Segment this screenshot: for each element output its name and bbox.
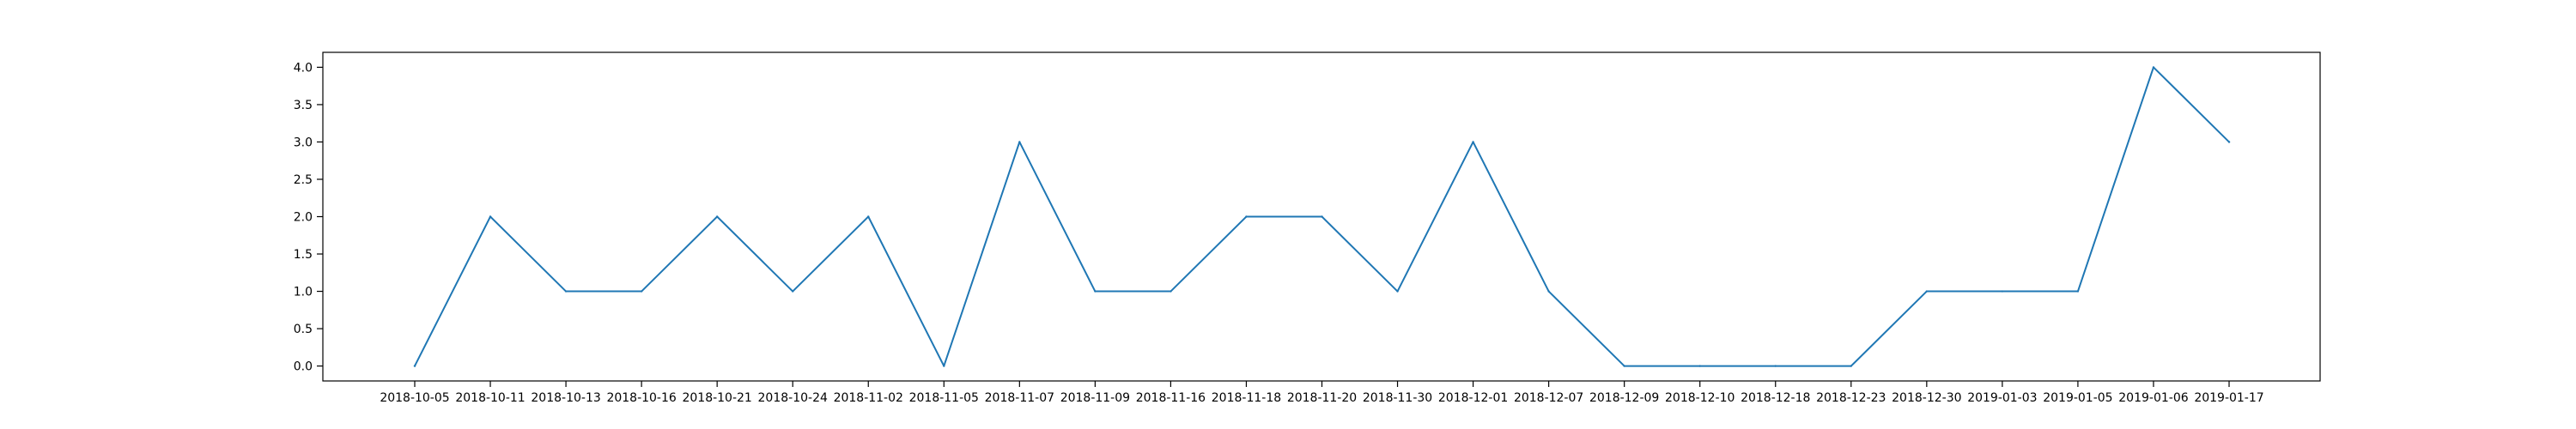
y-tick-label: 2.0 [294, 211, 313, 225]
data-point [1170, 290, 1172, 293]
x-tick-label: 2018-11-02 [834, 391, 903, 405]
data-point [867, 215, 870, 218]
x-tick-label: 2018-12-10 [1665, 391, 1735, 405]
data-point [1774, 365, 1777, 367]
x-tick-label: 2018-10-24 [758, 391, 828, 405]
x-tick-label: 2018-10-13 [531, 391, 600, 405]
x-tick-label: 2018-11-20 [1287, 391, 1357, 405]
x-tick-label: 2018-12-23 [1816, 391, 1886, 405]
data-point [1850, 365, 1852, 367]
y-tick-label: 4.0 [294, 61, 313, 75]
data-point [715, 215, 719, 218]
x-tick-label: 2018-12-07 [1514, 391, 1583, 405]
data-point [792, 290, 794, 293]
data-point [564, 290, 568, 293]
data-point [1925, 290, 1929, 293]
data-point [1018, 141, 1021, 143]
data-point [1321, 215, 1323, 218]
data-point [943, 365, 945, 367]
y-tick-label: 0.0 [294, 360, 313, 374]
data-point [1396, 290, 1399, 293]
x-tick-label: 2018-12-09 [1589, 391, 1659, 405]
x-tick-label: 2018-12-18 [1741, 391, 1810, 405]
y-tick-label: 1.0 [294, 286, 313, 299]
x-tick-label: 2018-11-18 [1212, 391, 1281, 405]
x-tick-label: 2019-01-17 [2194, 391, 2263, 405]
data-point [2076, 290, 2080, 293]
data-point [1245, 215, 1248, 218]
x-tick-label: 2019-01-06 [2118, 391, 2188, 405]
x-tick-label: 2018-12-30 [1892, 391, 1961, 405]
plot-area: 0.0 0.5 1.0 1.5 2.0 2.5 3.0 3.5 4.0 2018-10-05 201… [294, 51, 2321, 405]
x-tick-label: 2019-01-05 [2043, 391, 2112, 405]
x-tick-label: 2018-11-30 [1363, 391, 1432, 405]
x-tick-label: 2018-11-16 [1136, 391, 1206, 405]
x-tick-label: 2018-10-16 [606, 391, 676, 405]
data-point [1472, 141, 1474, 143]
data-point [2152, 66, 2155, 69]
data-point [2001, 290, 2004, 293]
y-tick-label: 3.0 [294, 136, 313, 149]
x-tick-label: 2019-01-03 [1967, 391, 2037, 405]
data-point [2227, 141, 2231, 143]
data-point [1547, 290, 1550, 293]
y-tick-label: 2.5 [294, 173, 313, 187]
data-point [489, 215, 492, 218]
data-point [413, 365, 416, 367]
x-tick-label: 2018-11-07 [985, 391, 1054, 405]
data-point [640, 290, 643, 293]
data-point [1094, 290, 1097, 293]
data-point [1623, 365, 1625, 367]
x-tick-label: 2018-11-05 [909, 391, 979, 405]
x-tick-label: 2018-12-01 [1438, 391, 1508, 405]
y-tick-label: 1.5 [294, 248, 313, 262]
y-tick-label: 3.5 [294, 99, 313, 112]
x-tick-label: 2018-10-05 [380, 391, 449, 405]
x-tick-label: 2018-10-11 [455, 391, 525, 405]
data-point [1698, 365, 1701, 367]
x-tick-label: 2018-10-21 [682, 391, 751, 405]
x-tick-label: 2018-11-09 [1060, 391, 1130, 405]
y-tick-label: 0.5 [294, 323, 313, 336]
